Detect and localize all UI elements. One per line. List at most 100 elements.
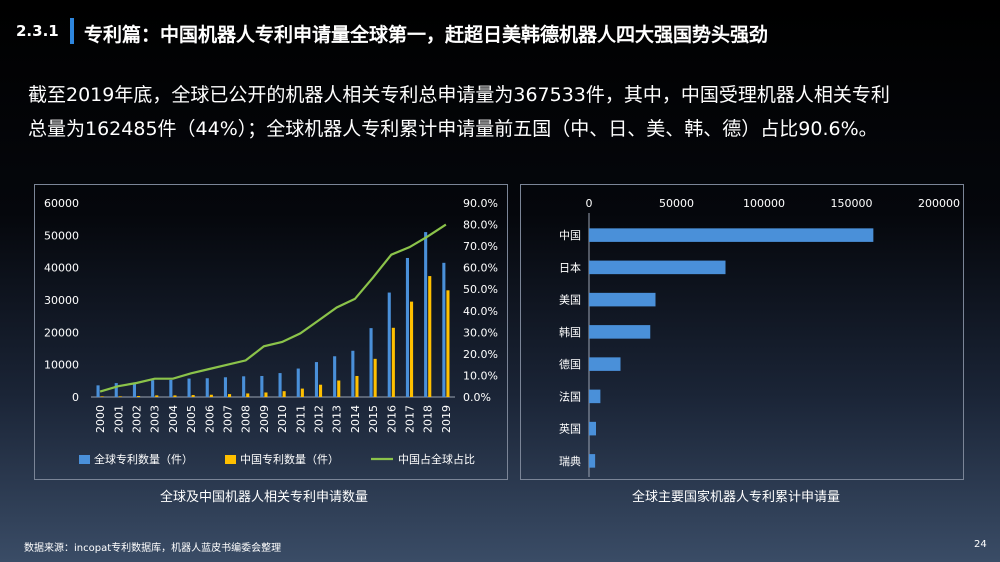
x-tick-label: 2017 [404,405,417,433]
country-label: 日本 [559,260,581,274]
global-patent-bar [223,377,227,397]
china-patent-bar [319,384,323,397]
china-patent-bar [391,327,395,397]
country-label: 中国 [559,229,581,242]
country-label: 韩国 [559,325,581,339]
global-patent-bar [442,262,446,397]
y2-tick-label: 10.0% [463,369,498,382]
china-patent-bar [446,290,450,397]
china-patent-bar [155,395,159,397]
y2-tick-label: 20.0% [463,348,498,361]
country-patent-chart-panel: 0 50000 100000 150000 200000 中国 日本 美国 韩国 德国 法国 英国 瑞典 [520,184,964,480]
x-tick-label: 150000 [831,197,873,210]
china-patent-bar [373,358,377,397]
china-patent-bar [137,396,141,397]
x-tick-label: 2011 [294,405,307,433]
country-patent-bar [589,454,596,468]
global-patent-bar [187,378,191,397]
x-tick-label: 2012 [313,405,326,433]
china-patent-bar [264,392,268,397]
global-patent-bar [169,379,173,397]
global-patent-bar [369,328,373,397]
country-patent-bar [589,325,651,339]
y-tick-label: 40000 [44,262,79,275]
data-source: 数据来源：incopat专利数据库，机器人蓝皮书编委会整理 [24,543,282,554]
china-share-line [99,223,447,393]
legend-label-china: 中国专利数量（件） [240,452,339,466]
x-tick-label: 200000 [918,197,960,210]
page-number: 24 [974,539,987,550]
country-patent-bar [589,292,656,307]
china-patent-bar [337,380,341,397]
country-patent-bar [589,357,621,371]
x-tick-label: 2018 [422,405,435,433]
china-patent-bar [428,276,432,397]
global-patent-bar [260,375,264,397]
y2-tick-label: 0.0% [463,391,491,404]
global-patent-bar [278,373,282,397]
china-patent-bar [282,391,286,397]
y-tick-label: 10000 [44,359,79,372]
page-title: 专利篇：中国机器人专利申请量全球第一，赶超日美韩德机器人四大强国势头强劲 [84,24,769,46]
y-tick-label: 30000 [44,294,79,307]
country-label: 法国 [559,389,581,403]
y-tick-label: 0 [72,391,79,404]
x-tick-label: 2007 [222,405,235,433]
global-patent-bar [151,380,155,397]
x-tick-label: 2015 [367,405,380,433]
x-tick-label: 100000 [743,197,785,210]
x-tick-label: 2019 [440,405,453,433]
x-tick-label: 2006 [203,405,216,433]
global-patent-bar [296,368,300,397]
china-patent-bar [118,396,122,397]
country-label: 美国 [559,294,581,307]
x-tick-label: 2004 [167,405,180,433]
china-patent-bar [191,395,195,397]
country-patent-bar [589,228,874,242]
legend-label-global: 全球专利数量（件） [94,452,193,466]
legend-label-share: 中国占全球占比 [398,452,475,466]
x-tick-label: 2001 [112,405,125,433]
global-patent-bar [387,292,391,397]
y2-tick-label: 60.0% [463,262,498,275]
section-divider [70,18,74,44]
china-patent-bar [173,395,177,397]
country-patent-bar [589,260,726,275]
china-patent-bar [300,388,304,397]
china-patent-bar [355,375,359,397]
china-patent-bar [410,301,414,397]
country-label: 英国 [559,422,581,436]
china-patent-bar [228,394,232,397]
intro-line-2: 总量为162485件（44%）；全球机器人专利累计申请量前五国（中、日、美、韩、… [28,118,878,140]
x-tick-label: 50000 [659,197,694,210]
global-patent-bar [333,356,337,397]
y2-tick-label: 40.0% [463,305,498,318]
global-patent-bar [132,382,136,397]
global-patent-bar [114,383,118,397]
china-patent-bar [209,394,213,397]
china-patent-bar [100,396,104,397]
y-tick-label: 20000 [44,326,79,339]
y2-tick-label: 70.0% [463,240,498,253]
y2-tick-label: 30.0% [463,326,498,339]
global-patent-bar [314,362,318,397]
legend-swatch-china [225,455,236,464]
intro-line-1: 截至2019年底，全球已公开的机器人相关专利总申请量为367533件，其中，中国… [28,84,890,106]
intro-text: 截至2019年底，全球已公开的机器人相关专利总申请量为367533件，其中，中国… [28,78,978,146]
country-patent-bar [589,389,601,404]
patent-trend-chart: 0 10000 20000 30000 40000 50000 60000 0.0% 10.0%… [44,197,498,466]
y2-tick-label: 80.0% [463,219,498,232]
x-tick-label: 2014 [349,405,362,433]
x-tick-label: 2008 [240,405,253,433]
patent-trend-chart-caption: 全球及中国机器人相关专利申请数量 [160,490,369,505]
global-patent-bar [424,232,428,397]
global-patent-bar [96,385,100,397]
x-tick-label: 2005 [185,405,198,433]
country-label: 瑞典 [559,454,581,468]
x-tick-label: 2016 [385,405,398,433]
y2-tick-label: 50.0% [463,283,498,296]
country-patent-bar [589,421,596,436]
legend-swatch-global [79,455,90,464]
x-tick-label: 2002 [131,405,144,433]
